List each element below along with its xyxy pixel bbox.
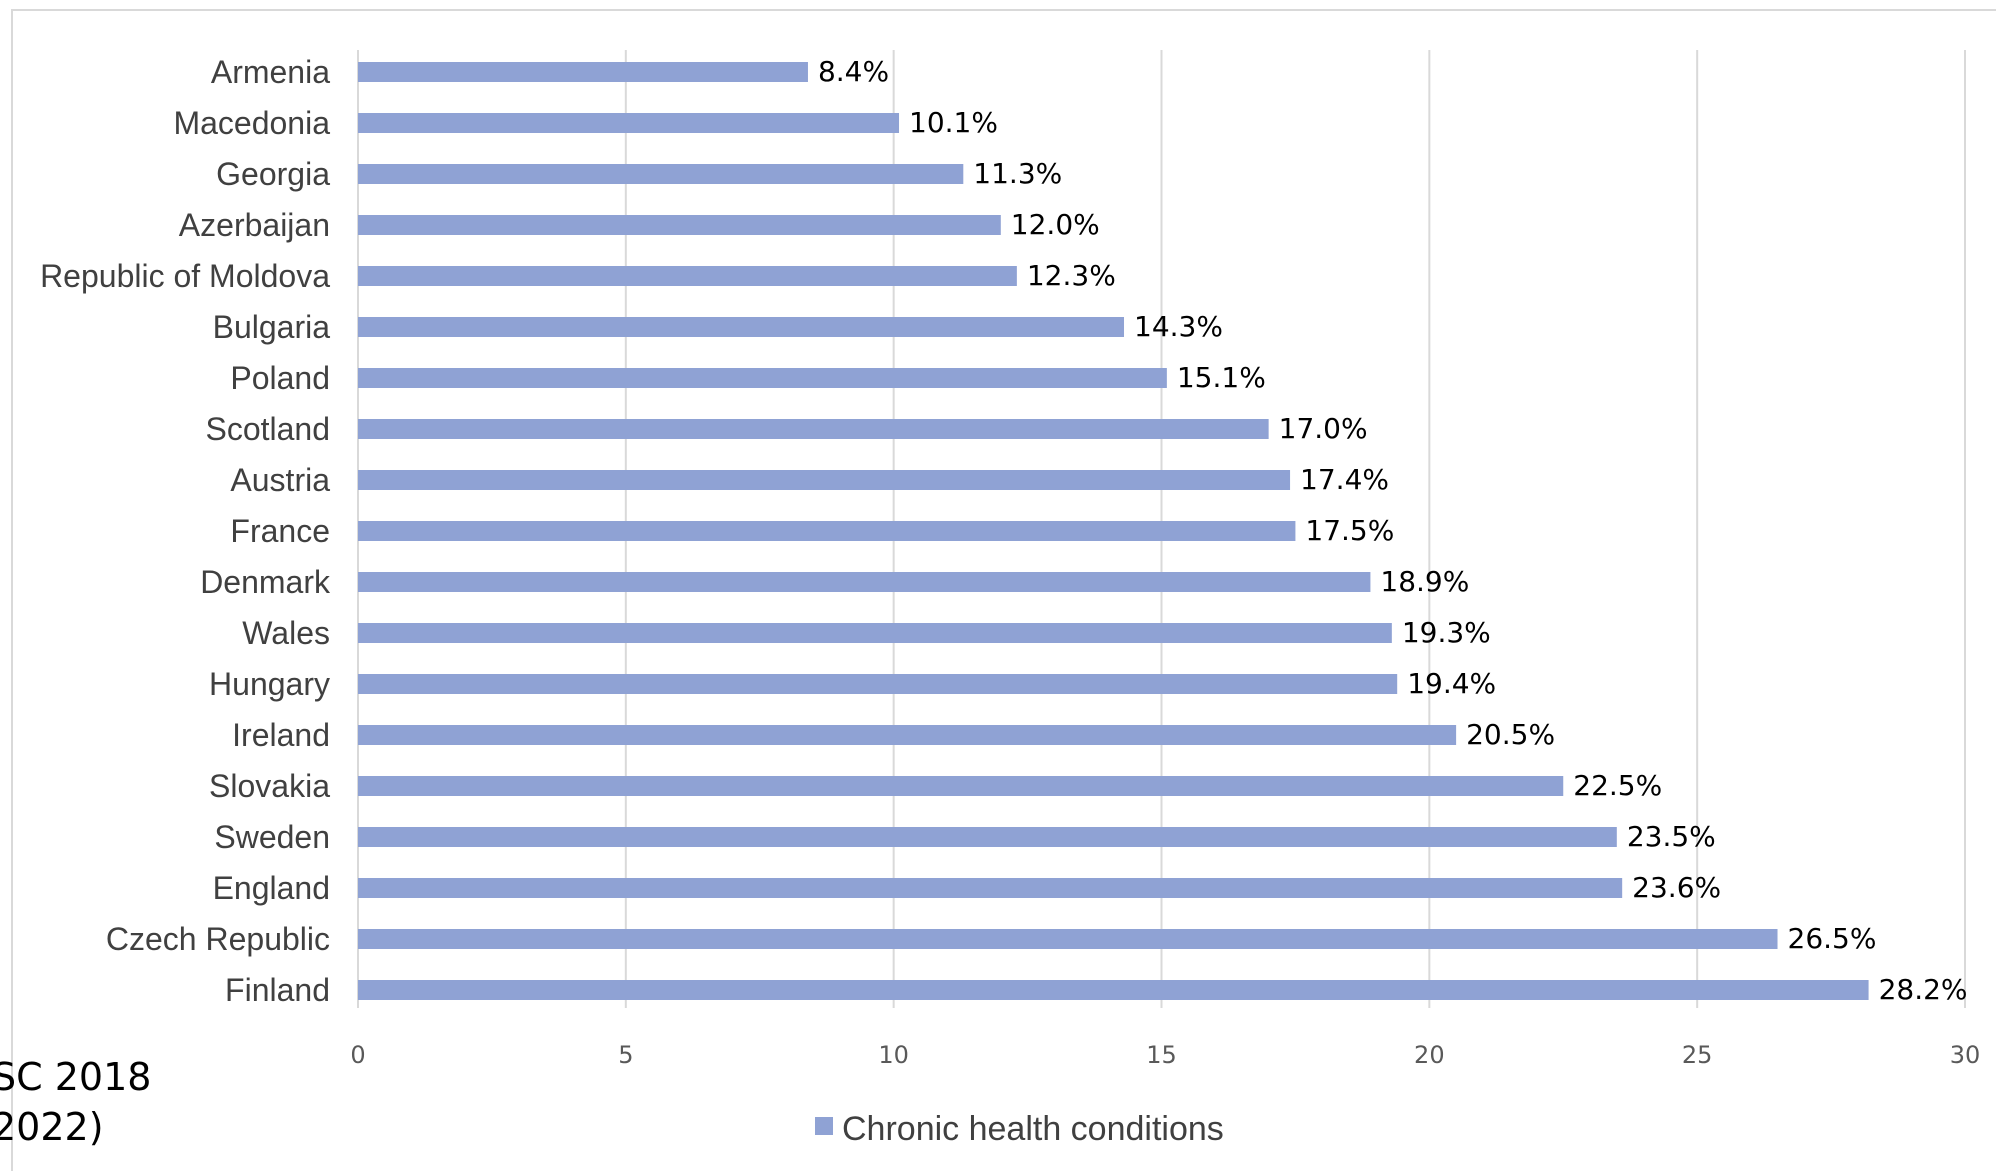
category-label-republic-of-moldova: Republic of Moldova [40, 258, 330, 294]
bar-georgia [358, 164, 964, 184]
bar-bulgaria [358, 317, 1125, 337]
data-label-finland: 28.2% [1879, 973, 1968, 1006]
bar-czech-republic [358, 929, 1778, 949]
data-label-republic-of-moldova: 12.3% [1027, 259, 1116, 292]
source-note: SC 2018 2022) [0, 1055, 151, 1149]
x-tick-label-25: 25 [1682, 1041, 1713, 1069]
category-label-hungary: Hungary [209, 666, 330, 702]
category-label-macedonia: Macedonia [173, 105, 330, 141]
x-tick-label-20: 20 [1414, 1041, 1445, 1069]
bar-sweden [358, 827, 1617, 847]
legend: Chronic health conditions [815, 1110, 1224, 1148]
category-label-bulgaria: Bulgaria [213, 309, 331, 345]
bar-hungary [358, 674, 1398, 694]
data-label-georgia: 11.3% [973, 157, 1062, 190]
bar-slovakia [358, 776, 1564, 796]
data-label-slovakia: 22.5% [1573, 769, 1662, 802]
category-label-armenia: Armenia [211, 54, 330, 90]
bar-france [358, 521, 1296, 541]
legend-label: Chronic health conditions [842, 1110, 1224, 1148]
bar-england [358, 878, 1623, 898]
category-labels: Armenia Macedonia Georgia Azerbaijan Republi… [40, 54, 331, 1008]
bar-republic-of-moldova [358, 266, 1017, 286]
category-label-czech-republic: Czech Republic [106, 921, 330, 957]
data-label-ireland: 20.5% [1466, 718, 1555, 751]
data-label-wales: 19.3% [1402, 616, 1491, 649]
category-label-england: England [213, 870, 330, 906]
x-tick-label-10: 10 [878, 1041, 909, 1069]
chart-frame [11, 9, 1996, 1171]
category-label-austria: Austria [230, 462, 330, 498]
data-label-armenia: 8.4% [818, 55, 889, 88]
bar-scotland [358, 419, 1269, 439]
source-line-2: 2022) [0, 1105, 104, 1149]
data-label-macedonia: 10.1% [909, 106, 998, 139]
x-tick-label-0: 0 [350, 1041, 365, 1069]
category-label-denmark: Denmark [200, 564, 331, 600]
data-label-austria: 17.4% [1300, 463, 1389, 496]
data-label-england: 23.6% [1632, 871, 1721, 904]
category-label-france: France [230, 513, 330, 549]
x-tick-label-30: 30 [1950, 1041, 1981, 1069]
category-label-georgia: Georgia [216, 156, 330, 192]
category-label-ireland: Ireland [232, 717, 330, 753]
x-tick-label-5: 5 [618, 1041, 633, 1069]
data-label-bulgaria: 14.3% [1134, 310, 1223, 343]
data-label-czech-republic: 26.5% [1788, 922, 1877, 955]
bar-armenia [358, 62, 808, 82]
data-label-scotland: 17.0% [1279, 412, 1368, 445]
bar-wales [358, 623, 1392, 643]
bar-austria [358, 470, 1291, 490]
data-label-poland: 15.1% [1177, 361, 1266, 394]
category-label-scotland: Scotland [205, 411, 330, 447]
source-line-1: SC 2018 [0, 1055, 151, 1099]
data-label-france: 17.5% [1305, 514, 1394, 547]
category-label-poland: Poland [230, 360, 330, 396]
category-label-azerbaijan: Azerbaijan [179, 207, 330, 243]
data-label-denmark: 18.9% [1380, 565, 1469, 598]
bar-macedonia [358, 113, 900, 133]
bar-poland [358, 368, 1167, 388]
category-label-wales: Wales [242, 615, 330, 651]
data-label-sweden: 23.5% [1627, 820, 1716, 853]
category-label-sweden: Sweden [214, 819, 330, 855]
category-label-finland: Finland [225, 972, 330, 1008]
bars [358, 62, 1869, 1000]
bar-finland [358, 980, 1869, 1000]
category-label-slovakia: Slovakia [209, 768, 330, 804]
bar-ireland [358, 725, 1457, 745]
bar-azerbaijan [358, 215, 1001, 235]
data-label-azerbaijan: 12.0% [1011, 208, 1100, 241]
legend-swatch [815, 1117, 833, 1135]
bar-denmark [358, 572, 1371, 592]
data-labels: 8.4% 10.1% 11.3% 12.0% 12.3% 14.3% 15.1% 17.0% 1… [818, 55, 1968, 1006]
x-axis-ticks: 0 5 10 15 20 25 30 [350, 1041, 1980, 1069]
data-label-hungary: 19.4% [1407, 667, 1496, 700]
x-tick-label-15: 15 [1146, 1041, 1177, 1069]
